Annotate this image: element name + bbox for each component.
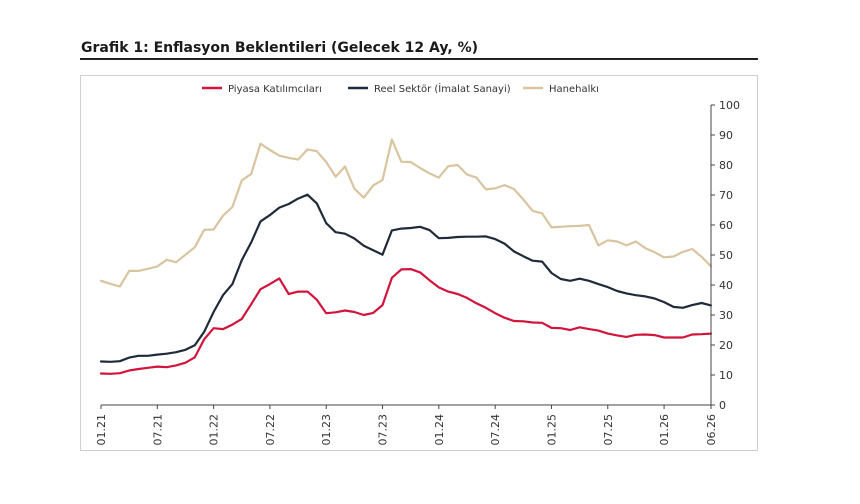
chart-frame xyxy=(80,75,758,451)
y-tick-label: 40 xyxy=(719,279,733,292)
axes: 0 10 20 30 40 50 60 70 80 90 100 01.21 07.21 01.22 07.… xyxy=(95,99,740,446)
x-tick-label: 07.24 xyxy=(489,414,502,446)
x-tick-label: 01.25 xyxy=(545,414,558,446)
x-tick-label: 06.26 xyxy=(705,414,718,446)
legend-label: Piyasa Katılımcıları xyxy=(228,84,322,95)
legend-label: Reel Sektör (İmalat Sanayi) xyxy=(374,82,511,95)
y-tick-label: 100 xyxy=(719,99,740,112)
x-tick-label: 01.23 xyxy=(320,414,333,446)
x-tick-label: 01.26 xyxy=(658,414,671,446)
y-tick-label: 70 xyxy=(719,189,733,202)
series-layer xyxy=(99,138,713,375)
chart-title: Grafik 1: Enflasyon Beklentileri (Gelece… xyxy=(81,40,478,56)
y-tick-label: 90 xyxy=(719,129,733,142)
x-tick-label: 01.21 xyxy=(95,414,108,446)
x-tick-label: 07.25 xyxy=(602,414,615,446)
legend: Piyasa Katılımcıları Reel Sektör (İmalat … xyxy=(202,82,599,95)
y-tick-label: 60 xyxy=(719,219,733,232)
y-tick-label: 50 xyxy=(719,249,733,262)
y-tick-label: 20 xyxy=(719,339,733,352)
series-line-hanehalki xyxy=(99,138,713,288)
x-tick-label: 01.24 xyxy=(433,414,446,446)
series-line-reel-sektor xyxy=(99,193,713,363)
y-tick-label: 80 xyxy=(719,159,733,172)
x-tick-label: 07.23 xyxy=(377,414,390,446)
x-tick-label: 01.22 xyxy=(208,414,221,446)
y-tick-label: 30 xyxy=(719,309,733,322)
y-tick-label: 0 xyxy=(719,399,726,412)
legend-label: Hanehalkı xyxy=(549,84,599,95)
title-underline xyxy=(80,58,758,60)
series-line-piyasa xyxy=(99,268,713,375)
y-tick-label: 10 xyxy=(719,369,733,382)
x-tick-label: 07.22 xyxy=(264,414,277,446)
x-tick-label: 07.21 xyxy=(151,414,164,446)
